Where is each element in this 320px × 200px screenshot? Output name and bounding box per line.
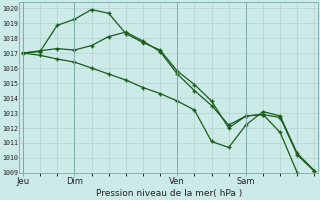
X-axis label: Pression niveau de la mer( hPa ): Pression niveau de la mer( hPa ) <box>96 189 242 198</box>
